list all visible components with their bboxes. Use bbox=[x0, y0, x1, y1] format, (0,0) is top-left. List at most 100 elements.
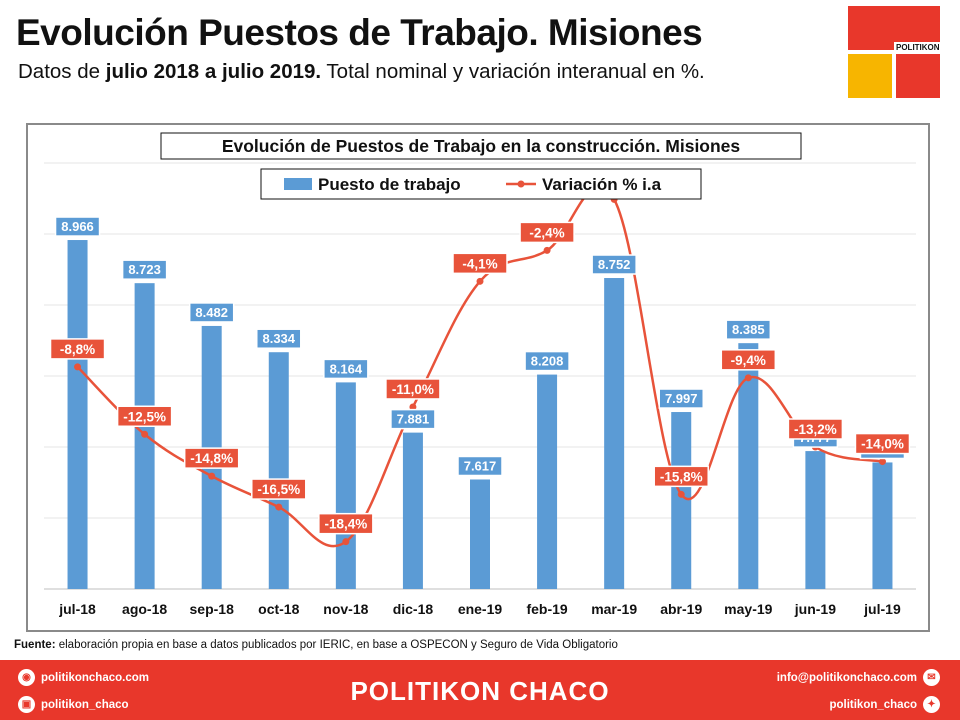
bar bbox=[470, 479, 490, 589]
footer-brand: POLITIKON CHACO bbox=[350, 676, 610, 706]
x-tick-label: dic-18 bbox=[393, 601, 434, 617]
legend-swatch-point bbox=[517, 180, 525, 188]
bar bbox=[402, 432, 423, 589]
bar-label-box bbox=[524, 350, 570, 372]
line-label: -18,4% bbox=[324, 517, 367, 532]
line-label-box bbox=[519, 221, 575, 244]
politikon-logo: POLITIKON bbox=[848, 6, 942, 98]
bar bbox=[872, 462, 893, 589]
x-tick-label: abr-19 bbox=[660, 601, 702, 617]
line-label: -15,8% bbox=[660, 469, 703, 484]
page-title: Evolución Puestos de Trabajo. Misiones bbox=[16, 12, 703, 53]
website-text: politikonchaco.com bbox=[41, 671, 149, 684]
bar-label: 8.752 bbox=[598, 257, 631, 272]
chart-container: 8.966 8.723 8.482 8.334 8.164 7.881 7.617 8.208… bbox=[26, 123, 930, 632]
bar bbox=[335, 382, 356, 589]
bar bbox=[268, 352, 289, 589]
bar-label-box bbox=[390, 408, 436, 430]
line-label: -14,8% bbox=[190, 451, 233, 466]
chart-title-box bbox=[160, 132, 802, 160]
bar-label: 8.723 bbox=[128, 262, 161, 277]
line-label: -16,5% bbox=[257, 482, 300, 497]
footer-email[interactable]: info@politikonchaco.com ✉ bbox=[777, 669, 940, 686]
bar-label: 8.966 bbox=[61, 219, 94, 234]
line-point bbox=[208, 472, 216, 480]
line-label: -12,5% bbox=[123, 409, 166, 424]
line-point bbox=[878, 458, 886, 466]
bar-label: 7.617 bbox=[464, 458, 497, 473]
twitter-text: politikon_chaco bbox=[829, 698, 917, 711]
bar bbox=[537, 374, 558, 589]
bar bbox=[67, 240, 88, 589]
footer-bar: ◉ politikonchaco.com ▣ politikon_chaco P… bbox=[0, 660, 960, 720]
subtitle-period: julio 2018 a julio 2019. bbox=[105, 60, 322, 83]
line-label: -14,0% bbox=[861, 437, 904, 452]
bar-label-box bbox=[457, 455, 503, 477]
line-label-box bbox=[385, 378, 441, 400]
footer-twitter[interactable]: politikon_chaco ✦ bbox=[829, 696, 940, 713]
x-tick-label: ago-18 bbox=[122, 601, 167, 617]
line-label-box bbox=[452, 252, 508, 275]
twitter-icon: ✦ bbox=[923, 696, 940, 713]
line-label-box bbox=[251, 478, 307, 500]
line-label: -4,1% bbox=[462, 256, 497, 271]
subtitle-pre: Datos de bbox=[18, 60, 106, 83]
logo-block-red-bottom bbox=[896, 54, 940, 98]
line-label-box bbox=[720, 349, 777, 371]
bar bbox=[671, 412, 692, 589]
bar-label: 8.334 bbox=[262, 331, 295, 346]
variation-line bbox=[76, 185, 883, 548]
line-point bbox=[543, 246, 551, 254]
line-label-box bbox=[653, 465, 709, 488]
footer-website[interactable]: ◉ politikonchaco.com bbox=[18, 669, 149, 686]
line-point bbox=[476, 277, 484, 285]
legend-label-bar: Puesto de trabajo bbox=[318, 175, 461, 194]
email-icon: ✉ bbox=[923, 669, 940, 686]
bar-label-box bbox=[323, 358, 369, 380]
line-point bbox=[141, 430, 149, 438]
bar-label: 7.881 bbox=[397, 412, 430, 427]
x-tick-label: may-19 bbox=[724, 601, 772, 617]
line-label-box bbox=[318, 512, 374, 535]
footer-instagram[interactable]: ▣ politikon_chaco bbox=[18, 696, 129, 713]
line-point bbox=[275, 503, 283, 511]
line-point bbox=[409, 403, 417, 411]
chart-svg: 8.966 8.723 8.482 8.334 8.164 7.881 7.617 8.208… bbox=[44, 132, 916, 617]
legend-swatch-bar bbox=[284, 178, 312, 190]
legend-label-line: Variación % i.a bbox=[542, 175, 662, 194]
source-note: Fuente: elaboración propia en base a dat… bbox=[14, 639, 618, 651]
bar-label-box bbox=[256, 328, 302, 349]
email-text: info@politikonchaco.com bbox=[776, 671, 917, 684]
line-label-box bbox=[183, 447, 240, 469]
x-tick-label: jul-18 bbox=[58, 601, 96, 617]
bar-label-box bbox=[54, 216, 101, 237]
line-point bbox=[677, 490, 685, 498]
bar-label: 8.164 bbox=[330, 361, 363, 376]
bar-label-box bbox=[188, 302, 235, 323]
line-label-box bbox=[116, 405, 173, 428]
logo-label: POLITIKON bbox=[894, 42, 942, 53]
line-label: -13,2% bbox=[794, 422, 837, 437]
line-point bbox=[744, 374, 752, 382]
subtitle-post: Total nominal y variación interanual en … bbox=[321, 60, 705, 83]
chart-title: Evolución de Puestos de Trabajo en la co… bbox=[222, 136, 741, 156]
bar bbox=[604, 278, 625, 589]
line-point bbox=[342, 538, 350, 546]
line-point bbox=[74, 363, 82, 371]
bar-label: 8.385 bbox=[732, 322, 765, 337]
line-label-box bbox=[49, 338, 106, 360]
bar bbox=[805, 451, 826, 589]
x-tick-label: sep-18 bbox=[190, 601, 235, 617]
x-tick-label: jun-19 bbox=[794, 601, 836, 617]
bar-label-box bbox=[591, 254, 637, 275]
x-tick-label: ene-19 bbox=[458, 601, 503, 617]
x-tick-label: jul-19 bbox=[863, 601, 901, 617]
bar-label-box bbox=[725, 319, 772, 340]
source-label: Fuente: bbox=[14, 639, 56, 651]
bar bbox=[738, 343, 759, 589]
instagram-icon: ▣ bbox=[18, 696, 35, 713]
line-label-box bbox=[854, 432, 911, 455]
logo-block-yellow bbox=[848, 54, 892, 98]
x-tick-label: mar-19 bbox=[591, 601, 637, 617]
bar-label-box bbox=[658, 388, 704, 409]
